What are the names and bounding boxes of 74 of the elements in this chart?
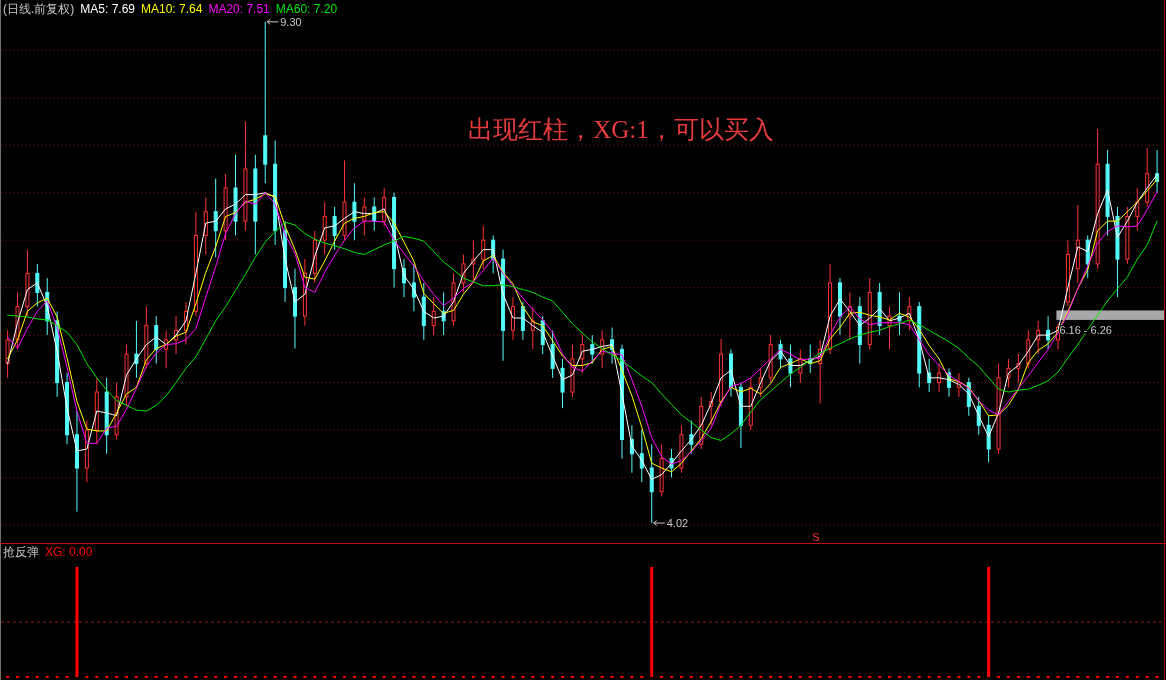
candlestick <box>768 334 773 384</box>
candlestick <box>431 296 436 336</box>
chart-title: 抢反弹 <box>3 545 39 559</box>
text: MA20: 7.51 <box>208 2 271 16</box>
candlestick <box>1065 239 1070 308</box>
candlestick <box>1075 204 1080 284</box>
candlestick <box>1105 149 1110 236</box>
candlestick <box>719 338 724 407</box>
candlestick <box>164 329 169 369</box>
candlestick <box>907 296 912 331</box>
candlestick <box>758 367 763 398</box>
candlestick <box>253 154 258 255</box>
candlestick <box>897 291 902 336</box>
candlestick <box>481 225 486 270</box>
candlestick <box>94 377 99 445</box>
candlestick <box>847 291 852 341</box>
annotation: S <box>812 531 820 543</box>
candlestick <box>937 363 942 393</box>
candlestick <box>1056 323 1061 350</box>
candlestick <box>798 348 803 384</box>
candlestick <box>263 21 268 184</box>
candlestick <box>213 177 218 258</box>
text: MA60: 7.20 <box>275 2 338 16</box>
candlestick <box>5 329 10 379</box>
candlestick <box>154 315 159 365</box>
candlestick <box>1016 353 1021 384</box>
candlestick <box>461 253 466 293</box>
candlestick <box>996 363 1001 455</box>
candlestick <box>25 249 30 317</box>
candlestick <box>362 196 367 236</box>
text: MA10: 7.64 <box>141 2 203 16</box>
series-label: XG: 0.00 <box>45 545 93 559</box>
candlestick <box>74 410 79 513</box>
annotation: 4.02 <box>666 517 689 530</box>
candlestick <box>332 206 337 251</box>
candlestick <box>134 320 139 379</box>
candlestick <box>1145 147 1150 208</box>
annotation: 出现红柱，XG:1，可以买入 <box>468 116 774 143</box>
candlestick <box>560 358 565 409</box>
candlestick <box>590 334 595 365</box>
candlestick <box>649 443 654 524</box>
candlestick <box>292 268 297 349</box>
candlestick <box>699 396 704 450</box>
candlestick <box>35 263 40 308</box>
candlestick <box>223 173 228 241</box>
candlestick <box>84 420 89 483</box>
candlestick <box>302 258 307 327</box>
candlestick <box>421 282 426 341</box>
candlestick <box>203 196 208 255</box>
candlestick <box>193 211 198 317</box>
candlestick <box>243 121 248 232</box>
candlestick <box>838 277 842 336</box>
candlestick <box>322 201 327 255</box>
candlestick <box>600 329 605 369</box>
candlestick <box>530 306 535 350</box>
candlestick <box>580 334 585 374</box>
candlestick <box>986 415 991 463</box>
candlestick <box>887 306 892 350</box>
candlestick <box>114 382 119 441</box>
candlestick <box>867 277 872 350</box>
candlestick <box>1095 128 1100 270</box>
candlestick <box>1006 358 1011 388</box>
text: MA5: 7.69 <box>80 2 136 16</box>
candlestick <box>312 230 317 284</box>
candlestick <box>352 182 357 241</box>
candlestick <box>1135 187 1140 232</box>
candlestick <box>828 263 833 355</box>
band-label: 6.16 - 6.26 <box>1059 323 1112 336</box>
chart-title: (日线.前复权) <box>3 2 75 16</box>
candlestick <box>1036 320 1041 355</box>
candlestick <box>233 154 238 236</box>
candlestick <box>659 443 664 497</box>
candlestick <box>1026 329 1031 369</box>
annotation: 9.30 <box>280 15 302 28</box>
